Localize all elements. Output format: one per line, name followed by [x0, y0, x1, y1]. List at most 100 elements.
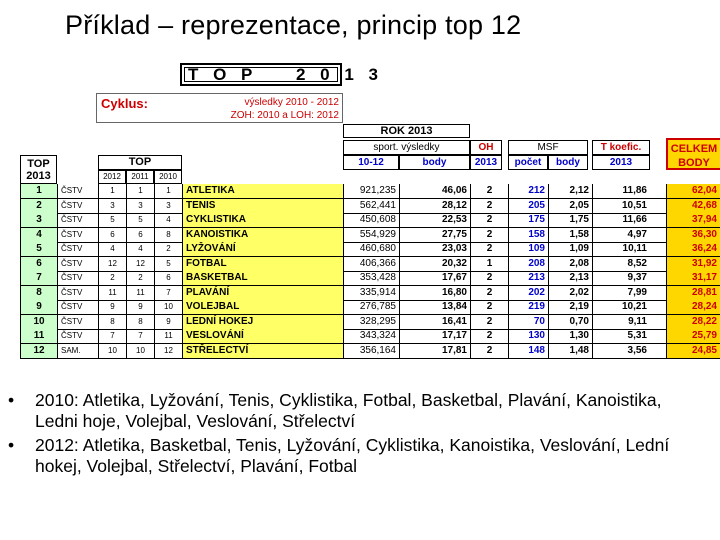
sport-cell: CYKLISTIKA	[182, 213, 343, 227]
org-cell: ČSTV	[57, 285, 98, 300]
org-cell: ČSTV	[57, 227, 98, 242]
table-row: 1 ČSTV 1 1 1 ATLETIKA 921,235 46,06 2 212 2,12 11,8…	[20, 184, 720, 199]
celkem-header-sub: BODY	[678, 157, 710, 169]
msf-body-cell: 1,30	[548, 329, 592, 343]
year-2012-cell: 12	[98, 256, 126, 271]
celkem-cell: 31,92	[666, 256, 720, 271]
msf-body-cell: 1,75	[548, 213, 592, 227]
cyklus-line2: ZOH: 2010 a LOH: 2012	[230, 110, 339, 121]
year-header-2012: 2012	[98, 170, 126, 184]
year-2010-cell: 7	[154, 285, 182, 300]
sport-cell: VOLEJBAL	[182, 300, 343, 314]
vysl-body-subheader: body	[399, 155, 470, 170]
top-header: TOP	[98, 155, 182, 170]
year-2012-cell: 5	[98, 213, 126, 227]
msf-pocet-cell: 70	[508, 314, 548, 329]
vysl-subheader: 10-12	[343, 155, 399, 170]
bullet-text: 2012: Atletika, Basketbal, Tenis, Lyžová…	[35, 435, 670, 476]
table-row: 2 ČSTV 3 3 3 TENIS 562,441 28,12 2 205 2,05 10,51 42…	[20, 198, 720, 214]
year-2010-cell: 1	[154, 184, 182, 198]
org-cell: ČSTV	[57, 184, 98, 198]
bullet-item: • 2010: Atletika, Lyžování, Tenis, Cyklis…	[8, 390, 708, 432]
body-cell: 13,84	[399, 300, 470, 314]
table-row: 3 ČSTV 5 5 4 CYKLISTIKA 450,608 22,53 2 175 1,75 11…	[20, 213, 720, 228]
celkem-header-label: CELKEM	[670, 143, 718, 155]
year-2010-cell: 12	[154, 343, 182, 358]
tkoef-cell: 11,66	[592, 213, 650, 227]
msf-body-cell: 2,13	[548, 271, 592, 285]
sport-cell: LYŽOVÁNÍ	[182, 242, 343, 256]
table-row: 9 ČSTV 9 9 10 VOLEJBAL 276,785 13,84 2 219 2,19 10,…	[20, 300, 720, 315]
rank-cell: 10	[20, 314, 57, 329]
table-row: 4 ČSTV 6 6 8 KANOISTIKA 554,929 27,75 2 158 1,58 4,…	[20, 227, 720, 243]
vysledky-cell: 406,366	[343, 256, 399, 271]
body-cell: 27,75	[399, 227, 470, 242]
year-2012-cell: 7	[98, 329, 126, 343]
year-header-2010: 2010	[154, 170, 182, 184]
tkoef-header: T koefic.	[592, 140, 650, 155]
sport-cell: VESLOVÁNÍ	[182, 329, 343, 343]
tkoef-subheader: 2013	[592, 155, 650, 170]
celkem-cell: 28,24	[666, 300, 720, 314]
year-2012-cell: 2	[98, 271, 126, 285]
table-row: 10 ČSTV 8 8 9 LEDNÍ HOKEJ 328,295 16,41 2 70 0,70 9…	[20, 314, 720, 330]
rank-cell: 4	[20, 227, 57, 242]
oh-cell: 2	[470, 343, 508, 358]
slide-title: Příklad – reprezentace, princip top 12	[65, 10, 522, 40]
oh-cell: 2	[470, 198, 508, 213]
vysledky-cell: 356,164	[343, 343, 399, 358]
sport-cell: FOTBAL	[182, 256, 343, 271]
year-2010-cell: 8	[154, 227, 182, 242]
oh-cell: 2	[470, 227, 508, 242]
org-cell: ČSTV	[57, 314, 98, 329]
msf-body-cell: 1,58	[548, 227, 592, 242]
table-row: 11 ČSTV 7 7 11 VESLOVÁNÍ 343,324 17,17 2 130 1,30 5…	[20, 329, 720, 344]
msf-pocet-cell: 109	[508, 242, 548, 256]
vysledky-cell: 921,235	[343, 184, 399, 198]
org-cell: ČSTV	[57, 300, 98, 314]
vysledky-cell: 554,929	[343, 227, 399, 242]
org-cell: ČSTV	[57, 329, 98, 343]
celkem-cell: 24,85	[666, 343, 720, 358]
body-cell: 20,32	[399, 256, 470, 271]
msf-body-cell: 2,02	[548, 285, 592, 300]
body-cell: 17,81	[399, 343, 470, 358]
year-2012-cell: 6	[98, 227, 126, 242]
table-row: 7 ČSTV 2 2 6 BASKETBAL 353,428 17,67 2 213 2,13 9,3…	[20, 271, 720, 286]
sport-cell: STŘELECTVÍ	[182, 343, 343, 358]
msf-body-cell: 2,12	[548, 184, 592, 198]
tkoef-cell: 10,51	[592, 198, 650, 213]
tkoef-cell: 8,52	[592, 256, 650, 271]
oh-cell: 2	[470, 314, 508, 329]
table-row: 6 ČSTV 12 12 5 FOTBAL 406,366 20,32 1 208 2,08 8,52…	[20, 256, 720, 272]
year-2011-cell: 2	[126, 271, 154, 285]
tkoef-cell: 5,31	[592, 329, 650, 343]
rank-cell: 2	[20, 198, 57, 213]
year-2012-cell: 3	[98, 198, 126, 213]
oh-cell: 2	[470, 300, 508, 314]
msf-header: MSF	[508, 140, 588, 155]
bullet-text: 2010: Atletika, Lyžování, Tenis, Cyklist…	[35, 390, 662, 431]
msf-pocet-subheader: počet	[508, 155, 548, 170]
tkoef-cell: 4,97	[592, 227, 650, 242]
year-2010-cell: 10	[154, 300, 182, 314]
cyklus-label: Cyklus:	[101, 96, 148, 111]
celkem-header: CELKEM BODY	[666, 138, 720, 170]
body-cell: 16,80	[399, 285, 470, 300]
body-cell: 46,06	[399, 184, 470, 198]
msf-pocet-cell: 219	[508, 300, 548, 314]
body-cell: 28,12	[399, 198, 470, 213]
tkoef-cell: 9,37	[592, 271, 650, 285]
year-2011-cell: 12	[126, 256, 154, 271]
body-cell: 17,67	[399, 271, 470, 285]
oh-cell: 2	[470, 271, 508, 285]
year-2010-cell: 5	[154, 256, 182, 271]
org-cell: ČSTV	[57, 198, 98, 213]
oh-cell: 2	[470, 285, 508, 300]
celkem-cell: 28,81	[666, 285, 720, 300]
celkem-cell: 28,22	[666, 314, 720, 329]
sport-cell: ATLETIKA	[182, 184, 343, 198]
msf-body-cell: 2,05	[548, 198, 592, 213]
cyklus-box: Cyklus: výsledky 2010 - 2012 ZOH: 2010 a…	[96, 93, 343, 123]
year-2010-cell: 11	[154, 329, 182, 343]
